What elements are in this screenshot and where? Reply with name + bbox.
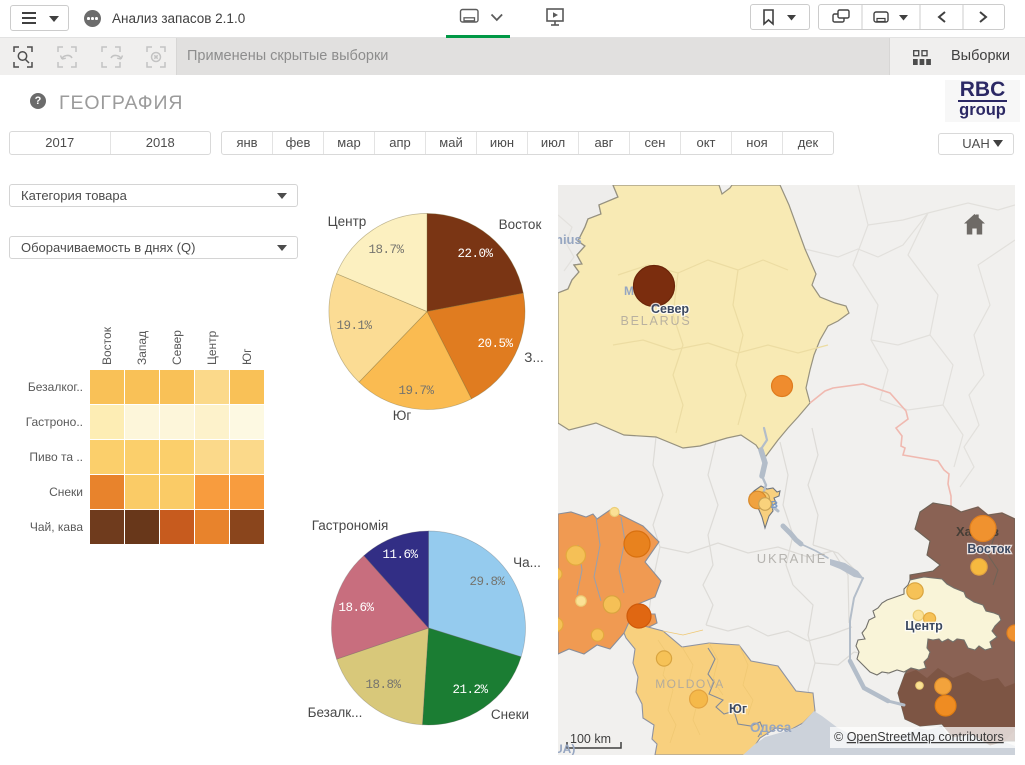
- svg-text:29.8%: 29.8%: [469, 575, 505, 589]
- svg-text:Ча...: Ча...: [513, 555, 541, 570]
- svg-text:BELARUS: BELARUS: [621, 314, 692, 328]
- svg-text:19.1%: 19.1%: [336, 319, 372, 333]
- svg-text:З...: З...: [524, 350, 543, 365]
- svg-text:MOLDOVA: MOLDOVA: [655, 677, 725, 691]
- svg-text:UKRAINE: UKRAINE: [757, 551, 827, 566]
- svg-text:Юг: Юг: [729, 702, 747, 716]
- svg-text:UA): UA): [558, 742, 575, 755]
- svg-text:20.5%: 20.5%: [477, 337, 513, 351]
- svg-text:Одеса: Одеса: [750, 720, 792, 735]
- svg-text:Центр: Центр: [905, 619, 943, 633]
- svg-text:18.8%: 18.8%: [365, 678, 401, 692]
- svg-text:nius: nius: [558, 232, 582, 247]
- svg-text:Снеки: Снеки: [491, 707, 529, 722]
- svg-text:19.7%: 19.7%: [398, 384, 434, 398]
- svg-text:100 km: 100 km: [570, 732, 611, 746]
- svg-text:Восток: Восток: [499, 217, 542, 232]
- svg-text:18.6%: 18.6%: [338, 601, 374, 615]
- svg-text:Ха: Ха: [956, 524, 973, 539]
- svg-text:Север: Север: [651, 302, 689, 316]
- svg-text:Восток: Восток: [967, 542, 1011, 556]
- svg-text:в: в: [770, 496, 778, 511]
- svg-text:21.2%: 21.2%: [452, 683, 488, 697]
- svg-text:18.7%: 18.7%: [368, 243, 404, 257]
- svg-text:Гастрономія: Гастрономія: [312, 518, 389, 533]
- svg-text:© OpenStreetMap contributors: © OpenStreetMap contributors: [834, 730, 1004, 744]
- svg-text:Центр: Центр: [328, 214, 367, 229]
- svg-text:Безалк...: Безалк...: [308, 705, 363, 720]
- svg-text:Юг: Юг: [393, 408, 412, 423]
- svg-text:22.0%: 22.0%: [457, 247, 493, 261]
- svg-text:11.6%: 11.6%: [382, 548, 418, 562]
